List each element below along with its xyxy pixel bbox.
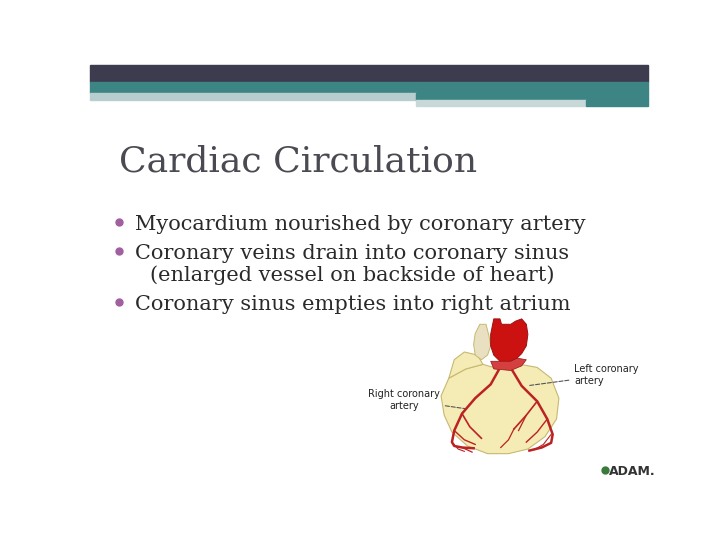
- Polygon shape: [441, 364, 559, 454]
- Text: (enlarged vessel on backside of heart): (enlarged vessel on backside of heart): [150, 266, 555, 286]
- Text: Coronary sinus empties into right atrium: Coronary sinus empties into right atrium: [135, 295, 570, 314]
- Bar: [90, 65, 648, 82]
- Bar: [90, 92, 415, 100]
- Text: Cardiac Circulation: Cardiac Circulation: [120, 144, 477, 178]
- Polygon shape: [490, 358, 526, 370]
- Text: Right coronary
artery: Right coronary artery: [368, 389, 464, 410]
- Bar: [90, 82, 648, 92]
- Text: Left coronary
artery: Left coronary artery: [529, 364, 639, 386]
- Polygon shape: [474, 325, 490, 360]
- Bar: [586, 100, 648, 106]
- Text: ADAM.: ADAM.: [609, 465, 656, 478]
- Text: Myocardium nourished by coronary artery: Myocardium nourished by coronary artery: [135, 215, 585, 234]
- Polygon shape: [490, 319, 528, 363]
- Text: Coronary veins drain into coronary sinus: Coronary veins drain into coronary sinus: [135, 244, 569, 263]
- Bar: [415, 92, 648, 100]
- Bar: [415, 100, 586, 106]
- Polygon shape: [449, 352, 483, 378]
